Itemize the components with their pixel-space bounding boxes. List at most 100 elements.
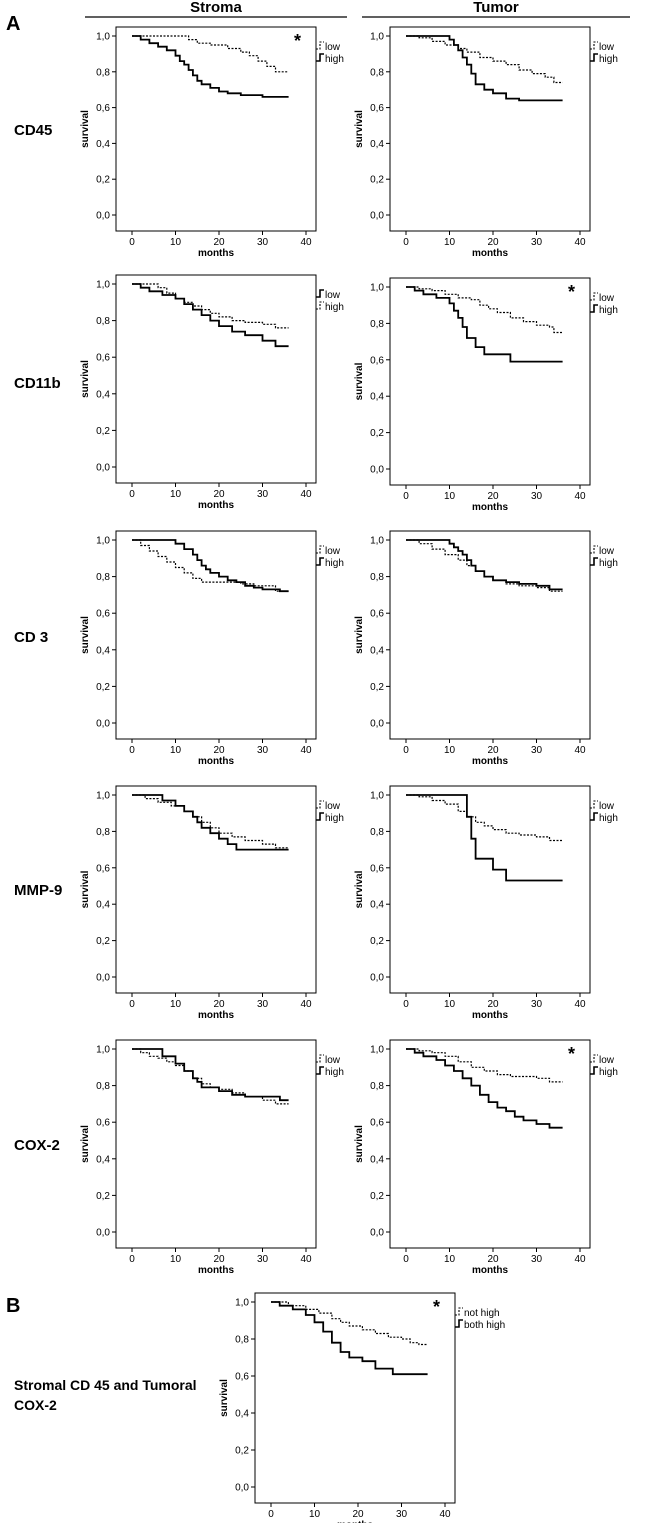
km-plot-cd11b-tumor: 0,0 0,2 0,4 0,6 0,8 1,0 0 10 20 30 40 months surviva… — [354, 277, 618, 513]
y-tick-label: 0,8 — [96, 827, 110, 838]
legend-swatch — [590, 800, 598, 809]
plot-frame — [115, 530, 317, 740]
y-tick-label: 0,8 — [96, 572, 110, 583]
survival-curve-high — [406, 35, 563, 102]
legend-swatch — [316, 1066, 324, 1075]
y-tick-label: 0,6 — [96, 609, 110, 620]
y-tick-label: 0,8 — [370, 319, 384, 330]
y-tick-label: 0,2 — [370, 175, 384, 186]
y-tick-label: 0,0 — [370, 211, 384, 222]
legend-label: high — [599, 54, 618, 65]
x-tick-label: 30 — [396, 1509, 408, 1520]
y-tick-label: 0,0 — [370, 973, 384, 984]
legend-label: high — [325, 54, 344, 65]
legend-swatch — [455, 1319, 463, 1328]
x-axis-label: months — [198, 500, 235, 511]
x-tick-label: 20 — [352, 1509, 364, 1520]
y-tick-label: 0,2 — [370, 428, 384, 439]
y-tick-label: 0,4 — [370, 645, 384, 656]
y-tick-label: 0,4 — [370, 900, 384, 911]
y-axis-label: survival — [80, 110, 91, 148]
legend-label: low — [599, 293, 615, 304]
legend-swatch — [316, 800, 324, 809]
x-tick-label: 20 — [487, 237, 499, 248]
x-tick-label: 0 — [403, 745, 409, 756]
km-plot-cd3-stroma: 0,0 0,2 0,4 0,6 0,8 1,0 0 10 20 30 40 months surviva… — [80, 530, 344, 767]
x-tick-label: 40 — [300, 745, 312, 756]
legend-swatch — [590, 292, 598, 301]
legend-label: high — [599, 305, 618, 316]
y-tick-label: 0,8 — [96, 1081, 110, 1092]
legend-label: high — [599, 1067, 618, 1078]
y-tick-label: 0,4 — [235, 1409, 249, 1420]
x-tick-label: 0 — [129, 237, 135, 248]
y-tick-label: 0,4 — [96, 900, 110, 911]
x-tick-label: 30 — [257, 999, 269, 1010]
x-tick-label: 40 — [300, 1254, 312, 1265]
survival-curve-high — [406, 1048, 563, 1129]
survival-curve-low — [406, 286, 563, 334]
y-tick-label: 0,0 — [370, 465, 384, 476]
legend-label: low — [599, 546, 615, 557]
plot-frame — [389, 277, 591, 486]
y-tick-label: 0,2 — [370, 936, 384, 947]
y-tick-label: 0,2 — [370, 1191, 384, 1202]
y-tick-label: 0,2 — [96, 936, 110, 947]
legend-label: low — [325, 42, 341, 53]
survival-curve-not-high — [271, 1301, 428, 1346]
x-tick-label: 0 — [403, 1254, 409, 1265]
y-tick-label: 0,8 — [370, 67, 384, 78]
survival-curve-low — [132, 283, 289, 348]
y-axis-label: survival — [354, 1125, 365, 1163]
x-tick-label: 10 — [444, 1254, 456, 1265]
x-tick-label: 40 — [574, 999, 586, 1010]
x-axis-label: months — [198, 1265, 235, 1276]
legend-swatch — [590, 812, 598, 821]
survival-curve-low — [132, 539, 289, 592]
km-plot-cox2-stroma: 0,0 0,2 0,4 0,6 0,8 1,0 0 10 20 30 40 months surviva… — [80, 1039, 344, 1276]
x-tick-label: 10 — [170, 1254, 182, 1265]
legend-label: high — [599, 813, 618, 824]
legend-swatch — [590, 41, 598, 50]
row-label-combined-line-1: Stromal CD 45 and Tumoral — [14, 1377, 197, 1393]
legend-label: not high — [464, 1308, 500, 1319]
row-label-mmp9: MMP-9 — [14, 882, 62, 899]
x-axis-label: months — [472, 756, 509, 767]
y-tick-label: 0,4 — [96, 1154, 110, 1165]
x-tick-label: 40 — [574, 745, 586, 756]
x-tick-label: 10 — [170, 489, 182, 500]
y-tick-label: 0,2 — [235, 1446, 249, 1457]
legend-swatch — [316, 289, 324, 298]
legend-swatch — [455, 1307, 463, 1316]
significance-asterisk: * — [433, 1297, 440, 1317]
plot-frame — [389, 530, 591, 740]
legend-label: high — [325, 1067, 344, 1078]
y-tick-label: 1,0 — [235, 1298, 249, 1309]
y-tick-label: 0,0 — [96, 973, 110, 984]
x-tick-label: 0 — [129, 745, 135, 756]
x-tick-label: 30 — [531, 999, 543, 1010]
legend-label: low — [325, 1055, 341, 1066]
km-plot-mmp9-stroma: 0,0 0,2 0,4 0,6 0,8 1,0 0 10 20 30 40 months surviva… — [80, 785, 344, 1021]
km-plot-mmp9-tumor: 0,0 0,2 0,4 0,6 0,8 1,0 0 10 20 30 40 months surviva… — [354, 785, 618, 1021]
survival-curve-high — [406, 539, 563, 591]
y-tick-label: 0,4 — [96, 139, 110, 150]
y-tick-label: 1,0 — [370, 283, 384, 294]
legend-label: high — [599, 558, 618, 569]
y-tick-label: 0,8 — [96, 316, 110, 327]
y-tick-label: 0,0 — [370, 1228, 384, 1239]
y-tick-label: 0,4 — [370, 392, 384, 403]
survival-curve-low — [132, 1048, 289, 1105]
legend-swatch — [590, 304, 598, 313]
legend-swatch — [316, 41, 324, 50]
legend-swatch — [316, 557, 324, 566]
plot-frame — [115, 1039, 317, 1249]
plot-frame — [389, 26, 591, 232]
x-tick-label: 0 — [129, 999, 135, 1010]
y-tick-label: 0,4 — [370, 1154, 384, 1165]
survival-curve-low — [132, 35, 289, 73]
significance-asterisk: * — [568, 282, 575, 302]
row-label-cd3: CD 3 — [14, 629, 48, 646]
survival-curve-high — [406, 286, 563, 363]
